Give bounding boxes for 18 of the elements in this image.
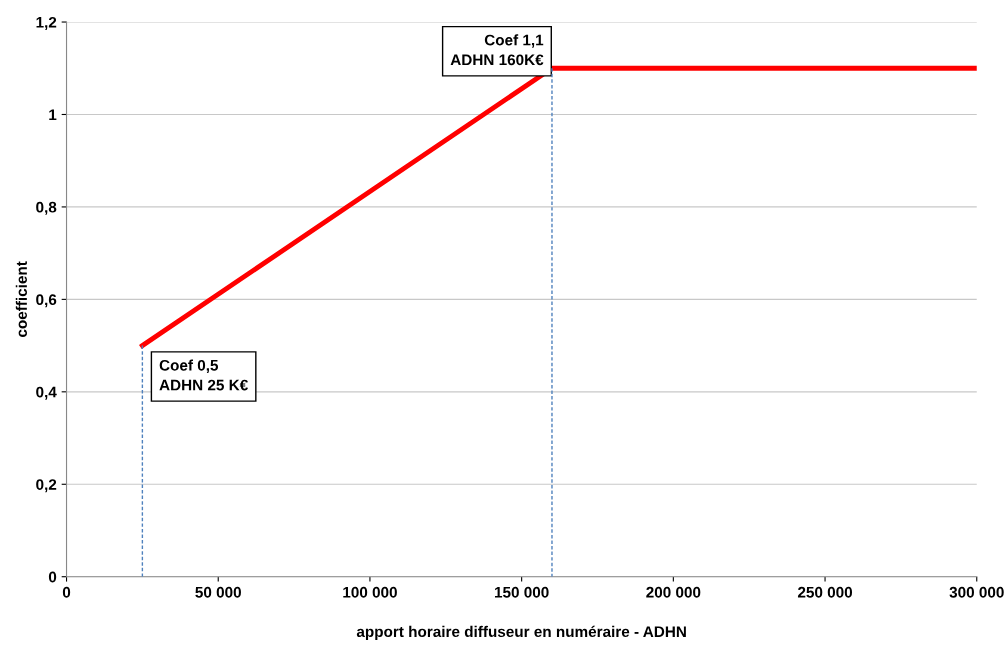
y-tick-label: 0,4 (36, 386, 57, 400)
x-tick-label: 0 (62, 586, 71, 598)
y-tick-label: 0,6 (36, 294, 57, 308)
x-tick-label: 150 000 (494, 586, 549, 598)
y-tick-label: 1 (49, 109, 57, 121)
y-tick-label: 0 (48, 571, 57, 583)
x-axis-title: apport horaire diffuseur en numéraire - ADHN (356, 625, 686, 641)
y-tick-label: 0,2 (36, 479, 57, 493)
y-axis-title: coefficient (15, 261, 27, 337)
x-tick-label: 300 000 (949, 586, 1004, 598)
x-tick-label: 250 000 (797, 586, 853, 598)
annotation: Coef 0,5 ADHN 25 K€ (159, 359, 248, 391)
x-tick-label: 100 000 (343, 586, 397, 598)
annotation: Coef 1,1 ADHN 160K€ (450, 34, 544, 66)
x-tick-label: 200 000 (646, 586, 701, 598)
x-tick-label: 50 000 (195, 586, 241, 598)
y-tick-label: 0,8 (36, 201, 57, 215)
y-tick-label: 1,2 (36, 16, 57, 30)
